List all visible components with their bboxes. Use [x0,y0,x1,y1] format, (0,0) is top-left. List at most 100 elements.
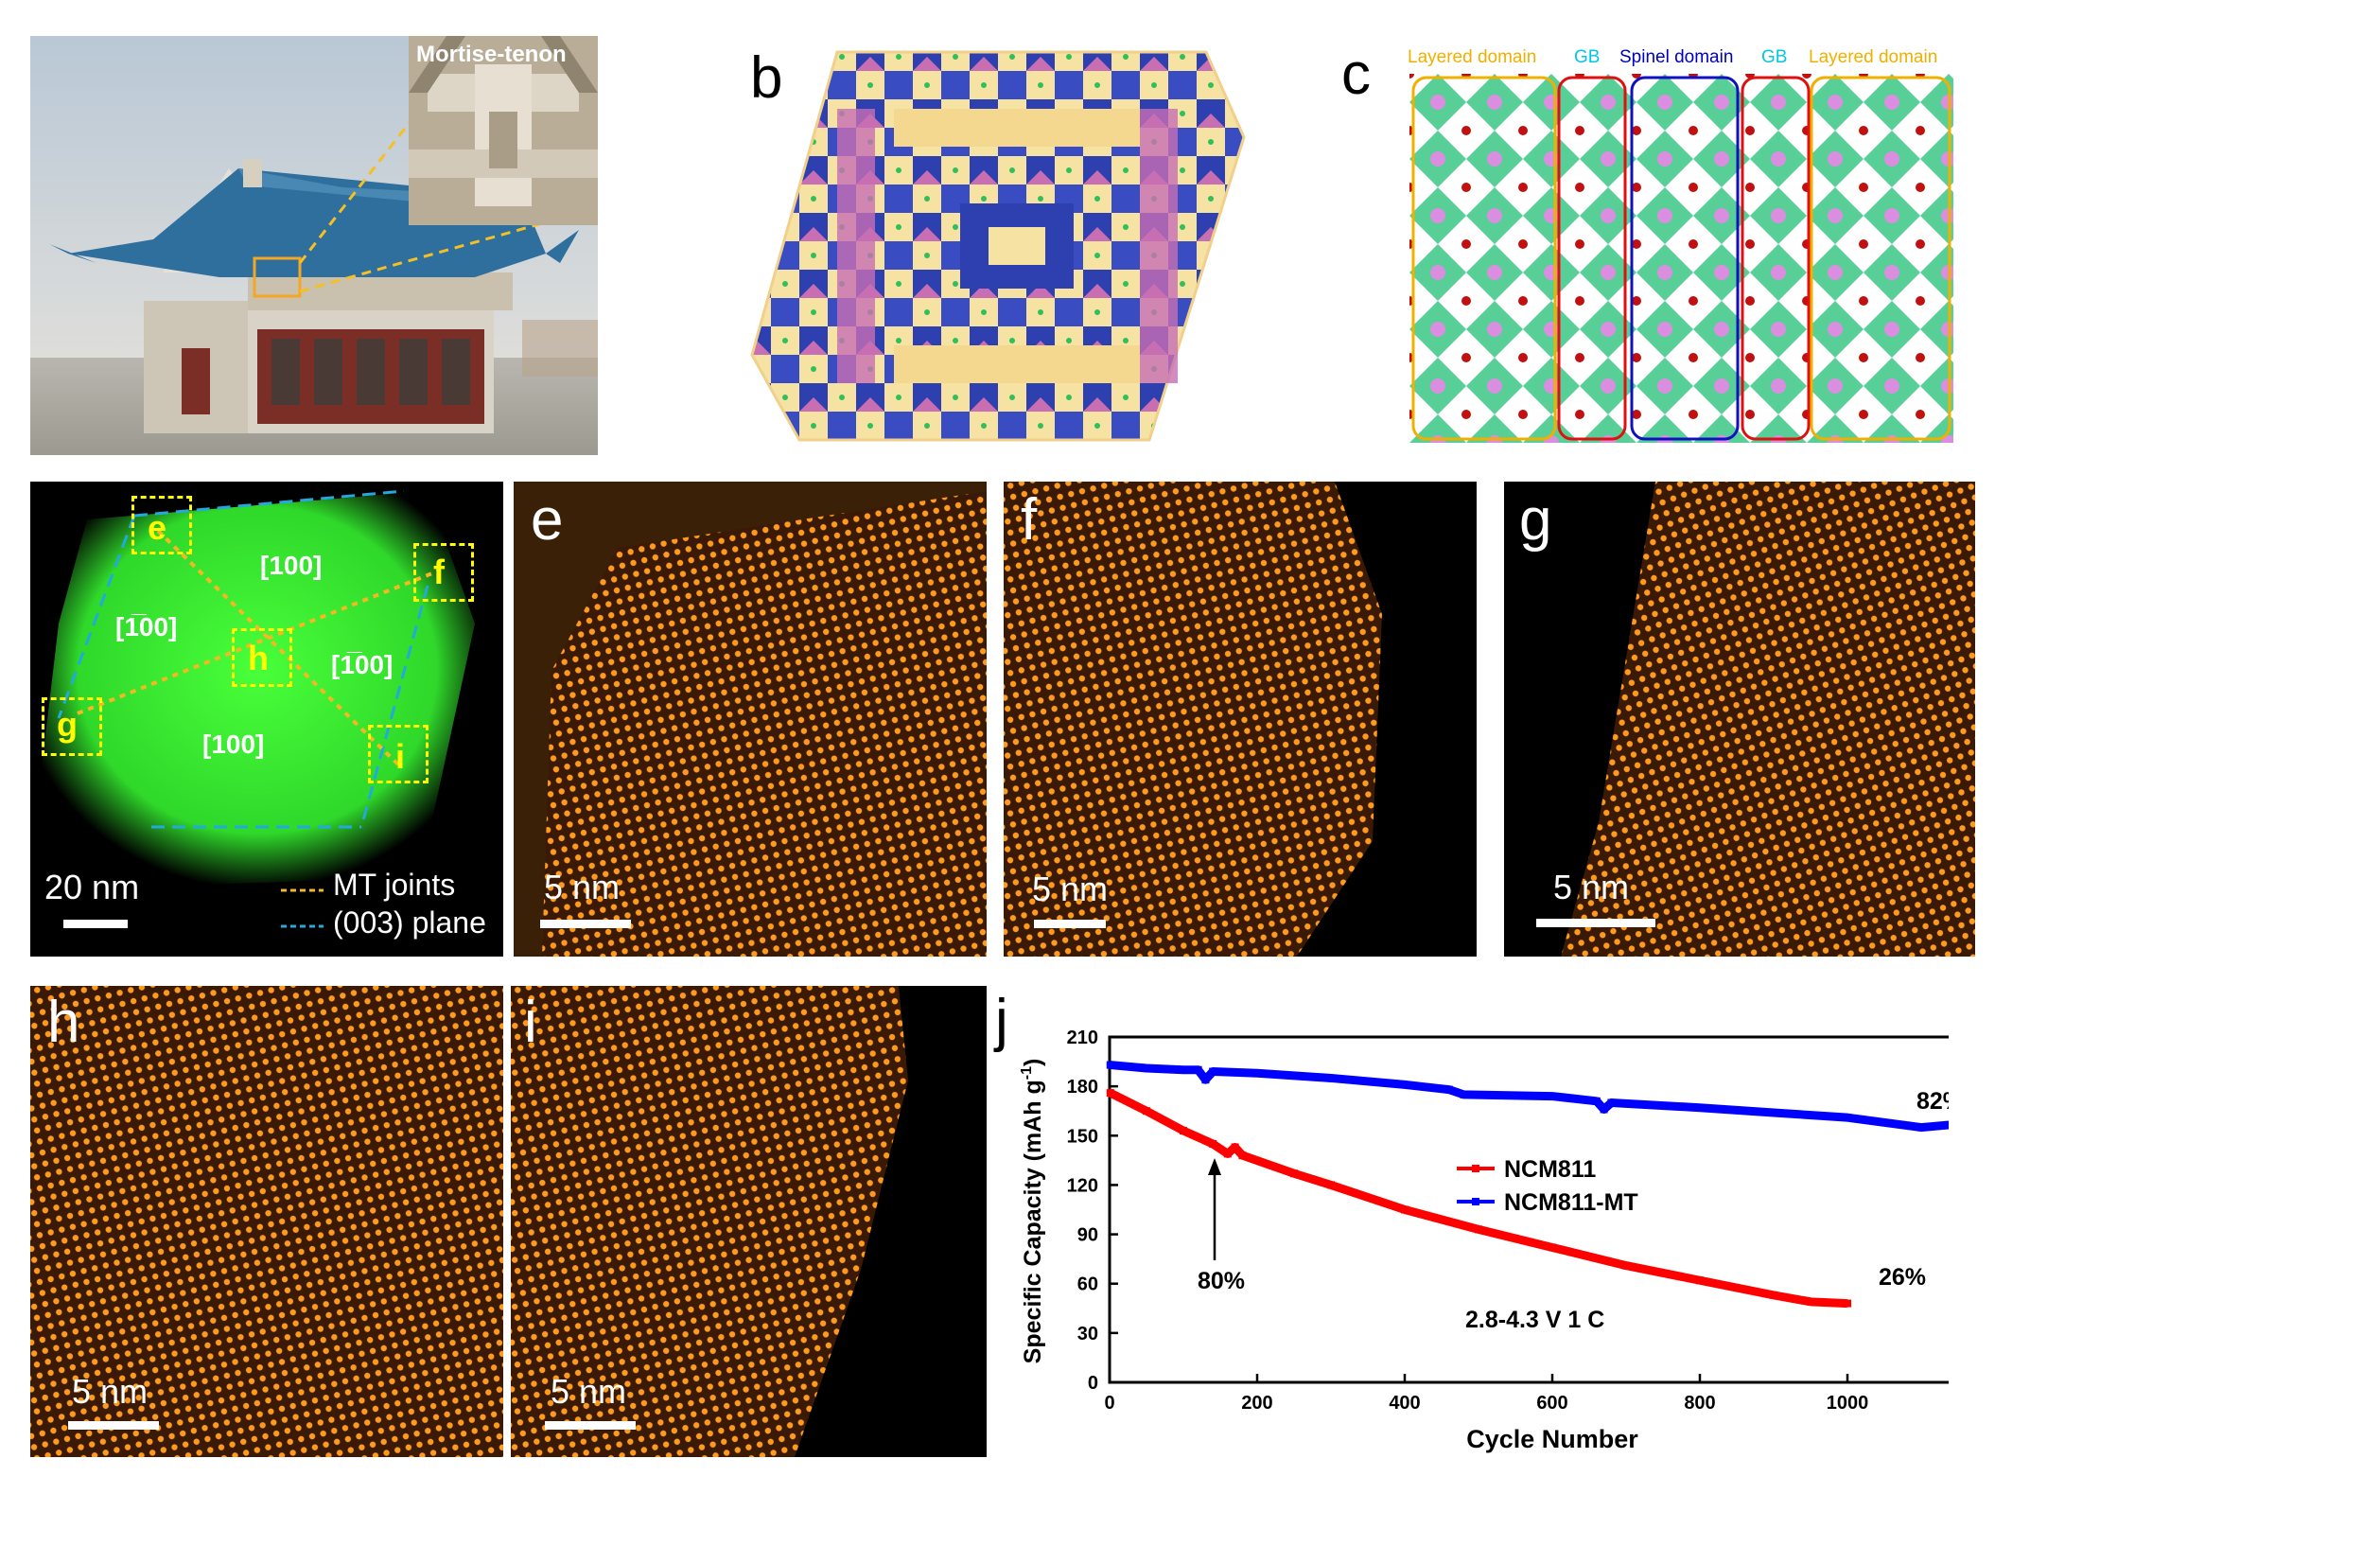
scale-bar-h [68,1421,159,1430]
scale-label-g: 5 nm [1553,868,1630,906]
data-point [1696,1103,1704,1112]
y-tick-label: 150 [1067,1126,1098,1147]
panel-label-g: g [1519,487,1552,553]
data-point [1253,1069,1261,1078]
data-point [1607,1098,1616,1107]
data-point [1401,1081,1409,1089]
region-letter-i: i [395,737,406,776]
scale-label-f: 5 nm [1032,870,1109,908]
panel-label-i: i [524,990,537,1055]
mortise-tenon-title: Mortise-tenon [416,42,567,67]
haadf-overview-d: e f g h i [100] [1̅00] [1̅00] [100] 20 n… [30,482,503,957]
domain-label-spinel: Spinel domain [1619,47,1734,67]
data-point [1696,1276,1704,1285]
region-letter-g: g [57,705,78,744]
data-point [1475,1225,1482,1234]
region-letter-f: f [433,553,445,591]
data-point [1444,1085,1453,1094]
stem-image-h: h 5 nm [30,986,503,1457]
y-axis-label: Specific Capacity (mAh g-1) [1019,1059,1046,1364]
domain-label-layered-right: Layered domain [1809,47,1938,67]
y-tick-label: 210 [1067,1028,1098,1048]
y-tick-label: 0 [1088,1373,1098,1394]
x-tick-label: 200 [1241,1393,1272,1414]
y-tick-label: 60 [1077,1274,1098,1295]
data-point [1917,1123,1925,1132]
region-box-i [368,725,429,783]
x-tick-label: 1000 [1827,1393,1869,1414]
direction-label-bottom: [100] [202,729,265,759]
scale-bar-d [63,920,128,928]
x-tick-label: 0 [1104,1393,1114,1414]
legend-marker-ncm811-mt [1472,1198,1479,1205]
series-line-1 [1110,1061,1996,1133]
data-point [1327,1074,1335,1082]
annotation-condition: 2.8-4.3 V 1 C [1465,1307,1604,1333]
data-point [1209,1139,1217,1148]
panel-label-b: b [750,45,783,111]
x-tick-label: 400 [1389,1393,1420,1414]
mortise-tenon-inset: Mortise-tenon [409,36,598,225]
y-tick-label: 180 [1067,1077,1098,1098]
domain-label-layered-left: Layered domain [1408,47,1537,67]
data-point [1180,1127,1187,1135]
panel-label-h: h [47,990,80,1055]
crystal-structure-b [743,43,1253,449]
direction-label-right: [1̅00] [331,650,394,679]
data-point [1143,1064,1150,1073]
crystal-structure-c [1409,74,1953,443]
data-point [1592,1097,1601,1105]
pavilion-photo: Mortise-tenon [30,36,598,455]
data-point [1201,1076,1210,1084]
legend-line-003 [281,924,324,928]
annotation-80: 80% [1198,1268,1245,1294]
annotation-26: 26% [1879,1264,1926,1291]
scale-label-d: 20 nm [44,868,140,906]
data-point [1231,1143,1239,1151]
region-box-e [131,496,192,554]
stem-image-g: g 5 nm [1504,482,1975,957]
arrow-80-head [1208,1158,1221,1175]
x-axis-label: Cycle Number [1466,1425,1638,1453]
x-tick-label: 800 [1684,1393,1715,1414]
scale-label-h: 5 nm [72,1372,149,1411]
domain-label-gb-right: GB [1761,47,1788,67]
chart-svg: 020040060080010001200 030609012015018021… [1019,1028,2016,1453]
scale-bar-g [1536,919,1655,927]
legend-line-mt [281,888,324,892]
scale-label-i: 5 nm [551,1372,627,1411]
y-tick-label: 90 [1077,1225,1098,1246]
data-point [1106,1089,1114,1098]
direction-label-left: [1̅00] [115,612,178,641]
data-point [1549,1092,1556,1100]
legend-marker-ncm811 [1472,1165,1479,1172]
y-tick-label: 120 [1067,1175,1098,1196]
legend-label-003: (003) plane [333,905,486,940]
data-point [1223,1150,1232,1158]
domain-label-gb-left: GB [1574,47,1601,67]
data-point [1844,1114,1851,1122]
data-point [1844,1299,1851,1308]
legend-label-ncm811-mt: NCM811-MT [1504,1189,1638,1216]
data-point [1770,1108,1777,1116]
data-point [1180,1065,1187,1074]
legend-label-mt: MT joints [333,868,456,902]
data-point [1549,1243,1556,1252]
scale-label-e: 5 nm [544,868,621,906]
data-point [1622,1261,1630,1270]
data-point [1238,1151,1247,1160]
data-point [1143,1107,1150,1116]
data-point [1600,1105,1608,1114]
scale-bar-e [540,920,631,928]
stem-image-e: e 5 nm [514,482,987,957]
region-letter-e: e [148,508,167,547]
data-point [1194,1065,1202,1074]
stem-image-f: f 5 nm [1004,482,1477,957]
panel-label-f: f [1021,487,1038,553]
x-tick-label: 600 [1536,1393,1567,1414]
data-point [1401,1205,1409,1214]
region-box-f [413,543,474,602]
panel-label-j: j [995,988,1008,1053]
annotation-82: 82% [1916,1088,1949,1115]
region-letter-h: h [248,639,269,677]
